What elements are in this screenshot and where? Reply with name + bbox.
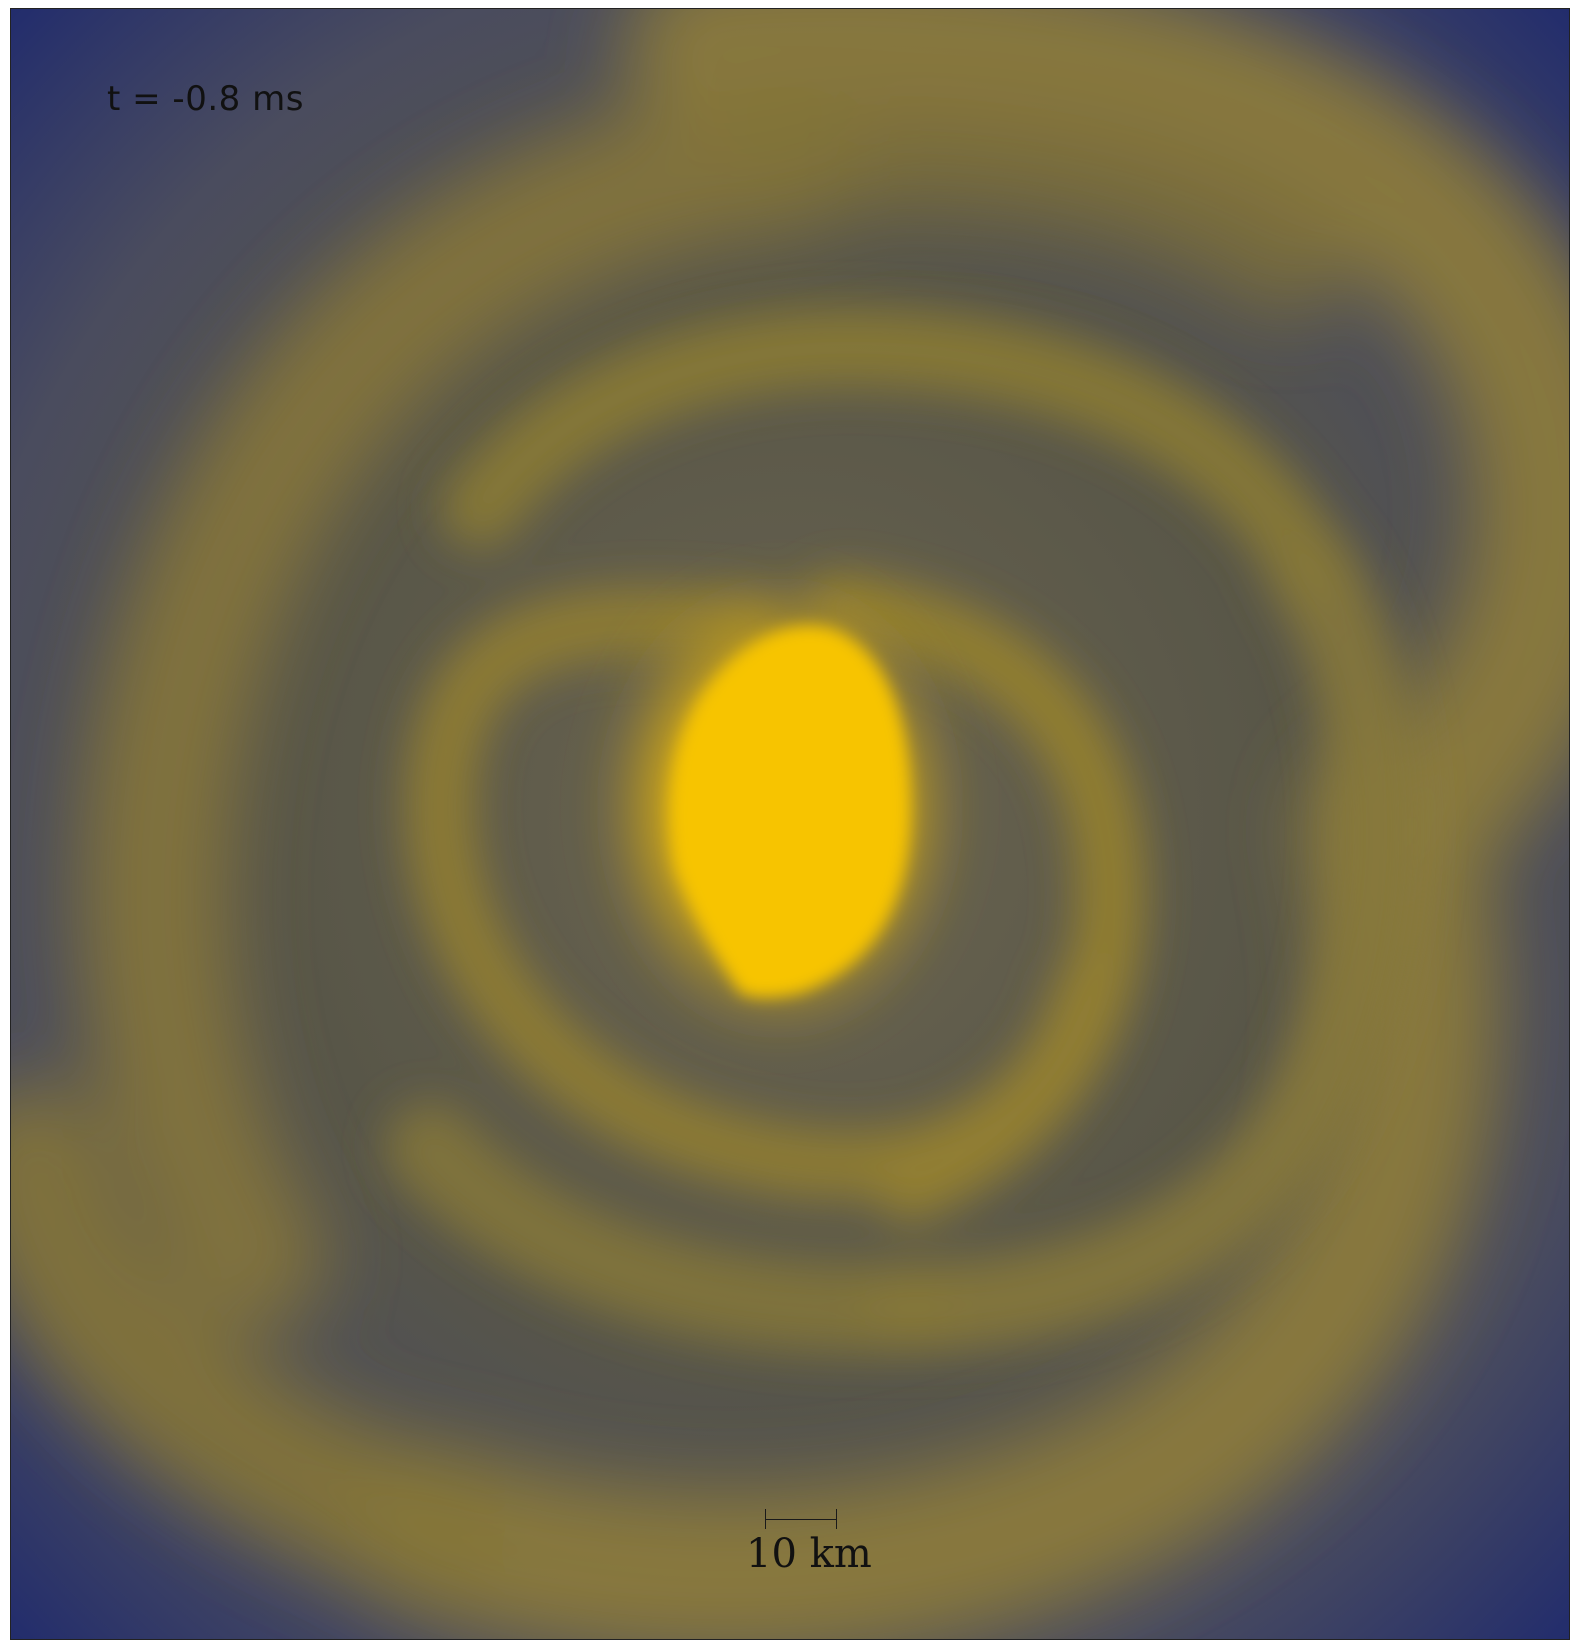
scale-bar-line (765, 1519, 837, 1520)
density-render (11, 9, 1569, 1639)
inner-spiral-arms (385, 307, 1422, 1354)
outer-spiral-arms (11, 9, 1569, 1639)
core (670, 625, 910, 998)
simulation-frame: t = -0.8 ms 10 km (10, 8, 1570, 1640)
time-label: t = -0.8 ms (107, 79, 304, 119)
scale-bar (755, 1499, 837, 1589)
scale-bar-right-tick (836, 1509, 837, 1529)
scale-label: 10 km (746, 1531, 872, 1577)
